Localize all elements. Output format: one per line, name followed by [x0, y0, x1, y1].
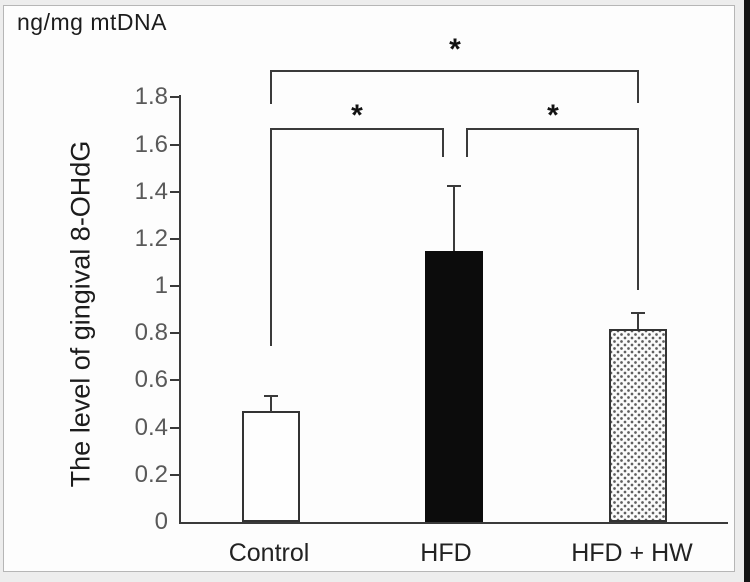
sig-bracket-top-0-1 — [270, 128, 444, 130]
x-axis-label-hfd: HFD — [420, 539, 472, 567]
y-axis-tick — [170, 191, 179, 193]
y-tick-label: 1.8 — [134, 83, 168, 110]
right-edge-strip — [744, 0, 750, 582]
y-axis-tick — [170, 285, 179, 287]
error-bar-cap-control — [264, 395, 278, 397]
y-axis-tick — [170, 427, 179, 429]
sig-bracket-left-1-2 — [466, 128, 468, 157]
sig-star-0-1: * — [351, 99, 363, 132]
sig-star-1-2: * — [547, 99, 559, 132]
y-tick-label: 0.6 — [134, 366, 168, 393]
y-tick-label: 1.4 — [134, 178, 168, 205]
error-bar-cap-hfd-hw — [631, 312, 645, 314]
y-tick-label: 1.2 — [134, 225, 168, 252]
y-axis-tick — [170, 96, 179, 98]
sig-bracket-top-0-2 — [270, 70, 639, 72]
y-tick-label: 1 — [154, 272, 168, 299]
sig-star-0-2: * — [449, 33, 461, 66]
sig-bracket-left-0-1 — [270, 128, 272, 346]
bar-hfd-hw — [609, 329, 667, 522]
x-axis-line — [179, 522, 728, 524]
sig-bracket-right-0-1 — [442, 128, 444, 157]
unit-label: ng/mg mtDNA — [17, 9, 167, 35]
error-bar-line-control — [270, 395, 272, 412]
x-axis-label-hfd-hw: HFD + HW — [571, 539, 693, 567]
y-tick-label: 1.6 — [134, 131, 168, 158]
y-axis-tick — [170, 144, 179, 146]
y-axis-tick — [170, 379, 179, 381]
y-tick-label: 0.8 — [134, 319, 168, 346]
sig-bracket-top-1-2 — [466, 128, 639, 130]
error-bar-cap-hfd — [447, 185, 461, 187]
sig-bracket-left-0-2 — [270, 70, 272, 104]
bar-hfd — [425, 251, 483, 522]
y-tick-label: 0.4 — [134, 414, 168, 441]
y-axis-tick — [170, 238, 179, 240]
y-tick-label: 0.2 — [134, 461, 168, 488]
error-bar-line-hfd-hw — [637, 312, 639, 329]
sig-bracket-right-0-2 — [637, 70, 639, 103]
y-axis-tick — [170, 474, 179, 476]
bar-control — [242, 411, 300, 522]
sig-bracket-right-1-2 — [637, 128, 639, 290]
error-bar-line-hfd — [453, 185, 455, 251]
x-axis-label-control: Control — [228, 539, 310, 567]
y-tick-label: 0 — [154, 508, 168, 535]
y-axis-line — [179, 95, 181, 524]
y-axis-tick — [170, 332, 179, 334]
